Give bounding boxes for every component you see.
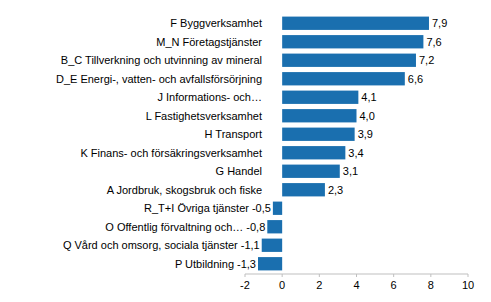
category-label: F Byggverksamhet xyxy=(170,17,262,29)
x-tick-label: 10 xyxy=(462,279,474,291)
data-label: -1,1 xyxy=(241,239,260,251)
bar xyxy=(282,128,354,141)
data-label: 2,3 xyxy=(328,184,343,196)
data-label: -0,5 xyxy=(252,202,271,214)
data-label: 7,9 xyxy=(432,17,447,29)
bar xyxy=(282,17,429,30)
x-tick xyxy=(356,274,357,277)
category-label: A Jordbruk, skogsbruk och fiske xyxy=(107,184,262,196)
category-label: J Informations- och… xyxy=(157,91,262,103)
chart: -2 0 2 4 6 8 10 7,9 F Byggverksamhet 7,6 M_N Föret… xyxy=(0,0,491,302)
bar xyxy=(262,239,282,252)
category-label: R_T+I Övriga tjänster xyxy=(144,202,249,214)
category-label: D_E Energi-, vatten- och avfallsförsörjn… xyxy=(56,73,262,85)
bar xyxy=(282,109,356,122)
data-label: 7,2 xyxy=(419,54,434,66)
bar xyxy=(282,35,423,48)
data-label: 4,0 xyxy=(360,110,375,122)
data-label: -1,3 xyxy=(237,258,256,270)
bar xyxy=(282,146,345,159)
x-tick-label: 2 xyxy=(316,279,322,291)
bar xyxy=(282,183,325,196)
x-tick xyxy=(468,274,469,277)
bar xyxy=(267,220,282,233)
bar xyxy=(282,72,405,85)
bar xyxy=(282,91,358,104)
category-label: Q Vård och omsorg, sociala tjänster xyxy=(63,239,238,251)
data-label: 6,6 xyxy=(408,73,423,85)
x-tick-label: 8 xyxy=(428,279,434,291)
x-tick xyxy=(393,274,394,277)
category-label: G Handel xyxy=(216,165,262,177)
x-tick-label: 0 xyxy=(279,279,285,291)
category-label: O Offentlig förvaltning och… xyxy=(105,221,243,233)
x-tick xyxy=(245,274,246,277)
category-label: L Fastighetsverksamhet xyxy=(146,110,262,122)
x-tick xyxy=(319,274,320,277)
data-label: 7,6 xyxy=(426,36,441,48)
category-label: P Utbildning xyxy=(175,258,234,270)
data-label: 3,9 xyxy=(358,128,373,140)
category-label: K Finans- och försäkringsverksamhet xyxy=(80,147,262,159)
category-label: B_C Tillverkning och utvinning av minera… xyxy=(61,54,262,66)
bar xyxy=(273,202,282,215)
bar xyxy=(258,257,282,270)
x-tick xyxy=(282,274,283,277)
data-label: -0,8 xyxy=(246,221,265,233)
data-label: 4,1 xyxy=(361,91,376,103)
x-tick-label: 6 xyxy=(391,279,397,291)
bars xyxy=(258,17,429,271)
category-label: H Transport xyxy=(205,128,262,140)
data-label: 3,1 xyxy=(343,165,358,177)
data-label: 3,4 xyxy=(348,147,363,159)
category-label: M_N Företagstjänster xyxy=(156,36,262,48)
bar xyxy=(282,54,416,67)
x-tick-label: -2 xyxy=(240,279,250,291)
x-tick-label: 4 xyxy=(353,279,359,291)
bar xyxy=(282,165,340,178)
labels: 7,9 F Byggverksamhet 7,6 M_N Företagstjänst… xyxy=(56,17,447,270)
x-tick xyxy=(430,274,431,277)
